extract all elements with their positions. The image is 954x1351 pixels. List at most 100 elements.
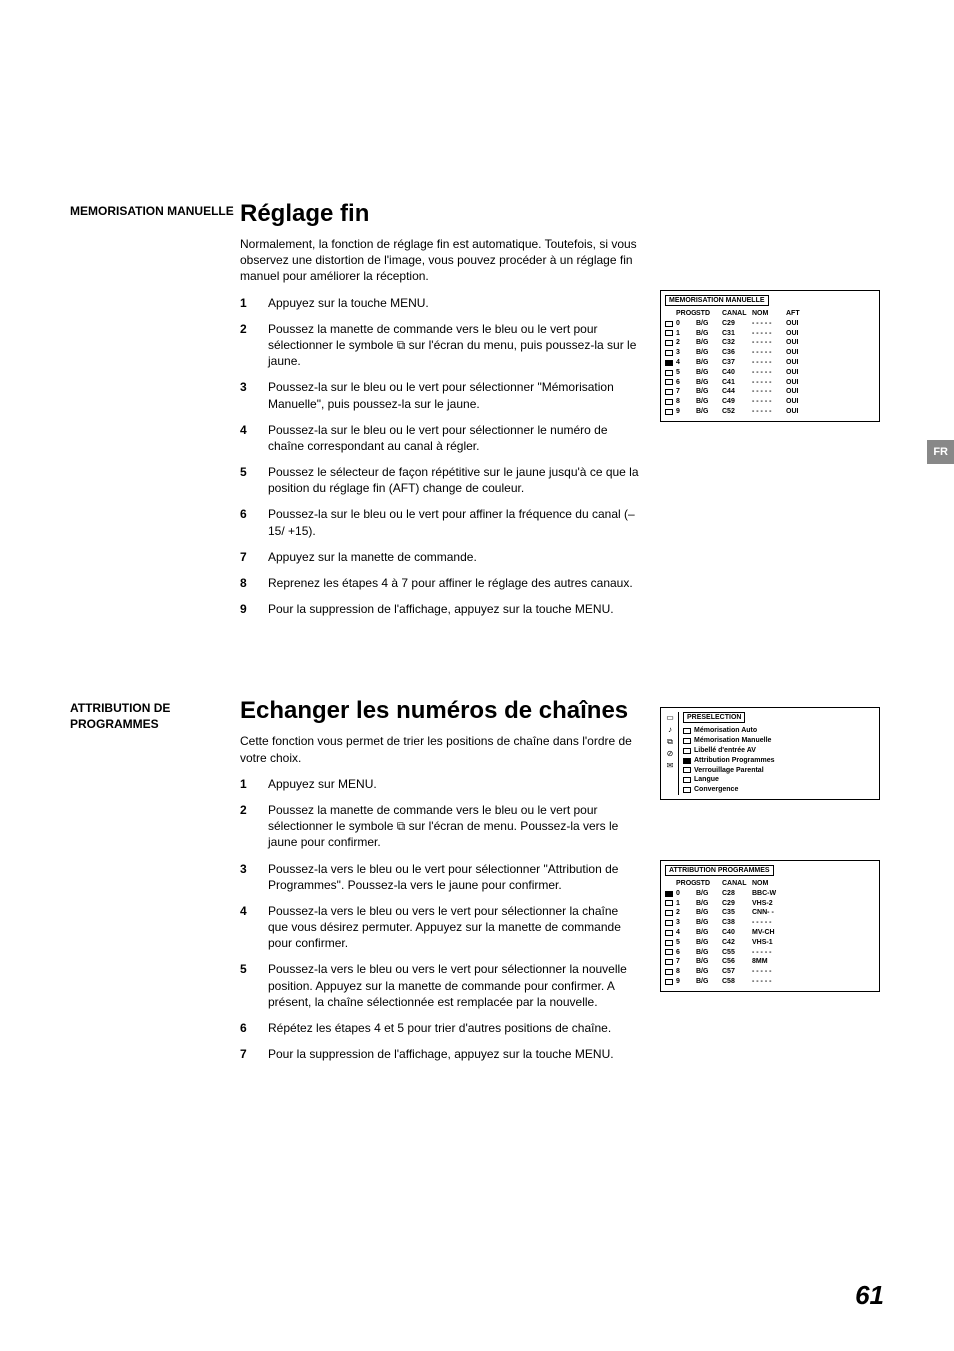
osd-row: 8B/GC57- - - - - [665, 967, 875, 977]
step-number: 8 [240, 575, 268, 591]
osd-menu-item: Langue [683, 775, 875, 785]
osd-row: 3B/GC36- - - - -OUI [665, 348, 875, 358]
step-number: 1 [240, 776, 268, 792]
step-text: Poussez la manette de commande vers le b… [268, 802, 640, 851]
osd-title-preselection: PRESELECTION [683, 712, 745, 723]
step-item: 4Poussez-la sur le bleu ou le vert pour … [240, 422, 640, 454]
step-text: Poussez-la sur le bleu ou le vert pour s… [268, 379, 640, 411]
osd-row: 9B/GC58- - - - - [665, 977, 875, 987]
step-item: 5Poussez le sélecteur de façon répétitiv… [240, 464, 640, 496]
step-number: 6 [240, 1020, 268, 1036]
step-text: Pour la suppression de l'affichage, appu… [268, 601, 640, 617]
osd-row: 8B/GC49- - - - -OUI [665, 397, 875, 407]
osd-preselection: ▭♪⧉⊘✉ PRESELECTION Mémorisation AutoMémo… [660, 707, 880, 800]
osd-table-1: PROGSTDCANALNOMAFT0B/GC29- - - - -OUI1B/… [665, 309, 875, 417]
osd-row: 5B/GC42VHS-1 [665, 938, 875, 948]
osd-header-row: PROGSTDCANALNOM [665, 879, 875, 889]
side-label-attribution: ATTRIBUTION DE PROGRAMMES [70, 697, 240, 1072]
osd-row: 7B/GC44- - - - -OUI [665, 387, 875, 397]
osd-row: 4B/GC37- - - - -OUI [665, 358, 875, 368]
osd-menu-item: Attribution Programmes [683, 756, 875, 766]
step-number: 3 [240, 861, 268, 893]
intro-reglage-fin: Normalement, la fonction de réglage fin … [240, 236, 640, 285]
osd-row: 1B/GC29VHS-2 [665, 899, 875, 909]
osd-header-row: PROGSTDCANALNOMAFT [665, 309, 875, 319]
step-item: 3Poussez-la sur le bleu ou le vert pour … [240, 379, 640, 411]
osd-row: 5B/GC40- - - - -OUI [665, 368, 875, 378]
right-column-1: MEMORISATION MANUELLE PROGSTDCANALNOMAFT… [660, 200, 880, 627]
page-number: 61 [855, 1280, 884, 1311]
osd-memorisation-manuelle: MEMORISATION MANUELLE PROGSTDCANALNOMAFT… [660, 290, 880, 422]
section-memorisation: MEMORISATION MANUELLE Réglage fin Normal… [70, 200, 884, 627]
section-attribution: ATTRIBUTION DE PROGRAMMES Echanger les n… [70, 697, 884, 1072]
step-number: 3 [240, 379, 268, 411]
step-number: 1 [240, 295, 268, 311]
step-item: 6Répétez les étapes 4 et 5 pour trier d'… [240, 1020, 640, 1036]
step-text: Poussez la manette de commande vers le b… [268, 321, 640, 370]
intro-echanger: Cette fonction vous permet de trier les … [240, 733, 640, 765]
step-text: Appuyez sur la touche MENU. [268, 295, 640, 311]
step-item: 4Poussez-la vers le bleu ou vers le vert… [240, 903, 640, 952]
step-text: Appuyez sur MENU. [268, 776, 640, 792]
step-number: 5 [240, 464, 268, 496]
osd-row: 0B/GC29- - - - -OUI [665, 319, 875, 329]
step-number: 4 [240, 422, 268, 454]
osd-row: 2B/GC32- - - - -OUI [665, 338, 875, 348]
step-number: 6 [240, 506, 268, 538]
osd-row: 2B/GC35CNN- - [665, 908, 875, 918]
osd-table-2: PROGSTDCANALNOM0B/GC28BBC-W1B/GC29VHS-22… [665, 879, 875, 987]
step-number: 9 [240, 601, 268, 617]
osd-icon-column: ▭♪⧉⊘✉ [665, 712, 679, 795]
osd-menu-item: Mémorisation Manuelle [683, 736, 875, 746]
osd-menu-item: Mémorisation Auto [683, 726, 875, 736]
step-item: 3Poussez-la vers le bleu ou le vert pour… [240, 861, 640, 893]
step-text: Poussez-la sur le bleu ou le vert pour a… [268, 506, 640, 538]
osd-row: 0B/GC28BBC-W [665, 889, 875, 899]
osd-row: 6B/GC41- - - - -OUI [665, 378, 875, 388]
step-item: 9Pour la suppression de l'affichage, app… [240, 601, 640, 617]
step-number: 4 [240, 903, 268, 952]
steps-list-1: 1Appuyez sur la touche MENU.2Poussez la … [240, 295, 640, 618]
osd-menu-item: Verrouillage Parental [683, 766, 875, 776]
osd-row: 6B/GC55- - - - - [665, 948, 875, 958]
step-text: Poussez-la vers le bleu ou vers le vert … [268, 903, 640, 952]
step-item: 7Pour la suppression de l'affichage, app… [240, 1046, 640, 1062]
osd-row: 1B/GC31- - - - -OUI [665, 329, 875, 339]
steps-list-2: 1Appuyez sur MENU. 2Poussez la manette de… [240, 776, 640, 1063]
step-text: Poussez-la sur le bleu ou le vert pour s… [268, 422, 640, 454]
osd-attribution-programmes: ATTRIBUTION PROGRAMMES PROGSTDCANALNOM0B… [660, 860, 880, 992]
step-text: Poussez le sélecteur de façon répétitive… [268, 464, 640, 496]
step-item: 5Poussez-la vers le bleu ou vers le vert… [240, 961, 640, 1010]
step-number: 2 [240, 321, 268, 370]
osd-title-1: MEMORISATION MANUELLE [665, 295, 769, 306]
step-text: Appuyez sur la manette de commande. [268, 549, 640, 565]
step-item: 1Appuyez sur la touche MENU. [240, 295, 640, 311]
step-item: 2Poussez la manette de commande vers le … [240, 802, 640, 851]
osd-row: 4B/GC40MV-CH [665, 928, 875, 938]
osd-sidebar-icon: ✉ [665, 762, 675, 770]
side-label-memorisation: MEMORISATION MANUELLE [70, 200, 240, 627]
page: MEMORISATION MANUELLE Réglage fin Normal… [0, 0, 954, 1072]
osd-row: 3B/GC38- - - - - [665, 918, 875, 928]
main-column-1: Réglage fin Normalement, la fonction de … [240, 200, 640, 627]
heading-echanger: Echanger les numéros de chaînes [240, 697, 640, 725]
osd-preselection-list: PRESELECTION Mémorisation AutoMémorisati… [683, 712, 875, 795]
step-text: Poussez-la vers le bleu ou le vert pour … [268, 861, 640, 893]
osd-title-attribution: ATTRIBUTION PROGRAMMES [665, 865, 774, 876]
heading-reglage-fin: Réglage fin [240, 200, 640, 228]
step-item: 6Poussez-la sur le bleu ou le vert pour … [240, 506, 640, 538]
step-item: 8Reprenez les étapes 4 à 7 pour affiner … [240, 575, 640, 591]
right-column-2: ▭♪⧉⊘✉ PRESELECTION Mémorisation AutoMémo… [660, 697, 880, 1072]
step-text: Pour la suppression de l'affichage, appu… [268, 1046, 640, 1062]
osd-row: 7B/GC568MM [665, 957, 875, 967]
step-text: Reprenez les étapes 4 à 7 pour affiner l… [268, 575, 640, 591]
step-text: Poussez-la vers le bleu ou vers le vert … [268, 961, 640, 1010]
osd-row: 9B/GC52- - - - -OUI [665, 407, 875, 417]
osd-sidebar-icon: ⊘ [665, 750, 675, 758]
step-item: 1Appuyez sur MENU. [240, 776, 640, 792]
osd-sidebar-icon: ♪ [665, 726, 675, 734]
main-column-2: Echanger les numéros de chaînes Cette fo… [240, 697, 640, 1072]
step-number: 5 [240, 961, 268, 1010]
osd-sidebar-icon: ▭ [665, 714, 675, 722]
osd-menu-item: Convergence [683, 785, 875, 795]
